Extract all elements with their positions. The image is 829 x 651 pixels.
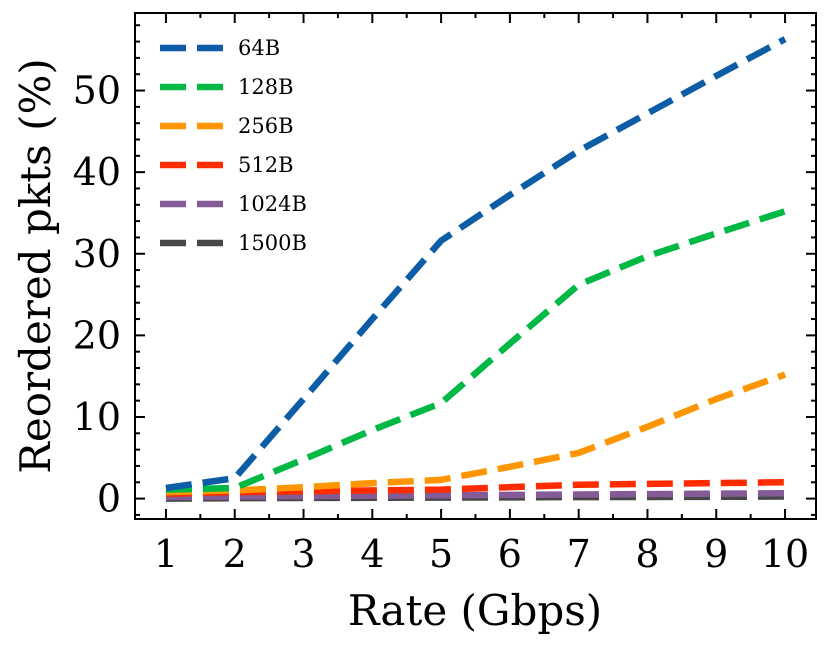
legend-label-1500B: 1500B xyxy=(238,231,307,255)
series-line-256B xyxy=(165,371,787,496)
x-tick-label: 4 xyxy=(360,532,384,576)
series-line-1024B xyxy=(165,490,786,501)
x-tick-label: 10 xyxy=(761,532,809,576)
x-axis-label: Rate (Gbps) xyxy=(348,586,602,635)
legend-label-512B: 512B xyxy=(238,153,294,177)
x-tick-label: 6 xyxy=(498,532,522,576)
series-lines xyxy=(165,36,787,502)
y-tick-label: 30 xyxy=(73,232,121,276)
y-tick-label: 0 xyxy=(97,477,121,521)
x-tick-label: 2 xyxy=(223,532,247,576)
legend-label-256B: 256B xyxy=(238,114,294,138)
x-tick-label: 1 xyxy=(154,532,178,576)
legend: 64B 128B 256B 512B 1024B 1500B xyxy=(160,36,307,255)
y-tick-label: 10 xyxy=(73,395,121,439)
y-tick-label: 40 xyxy=(73,150,121,194)
legend-label-128B: 128B xyxy=(238,75,294,99)
x-tick-label: 5 xyxy=(429,532,453,576)
x-tick-label: 7 xyxy=(567,532,591,576)
axis-ticks xyxy=(135,13,816,519)
series-line-64B xyxy=(165,36,787,492)
legend-label-1024B: 1024B xyxy=(238,192,307,216)
y-tick-label: 20 xyxy=(73,313,121,357)
series-line-512B xyxy=(165,479,786,497)
series-line-128B xyxy=(165,208,787,493)
x-tick-label: 9 xyxy=(704,532,728,576)
y-tick-label: 50 xyxy=(73,69,121,113)
legend-label-64B: 64B xyxy=(238,36,280,60)
x-tick-label: 8 xyxy=(635,532,659,576)
y-axis-label: Reordered pkts (%) xyxy=(11,58,60,474)
x-tick-label: 3 xyxy=(291,532,315,576)
